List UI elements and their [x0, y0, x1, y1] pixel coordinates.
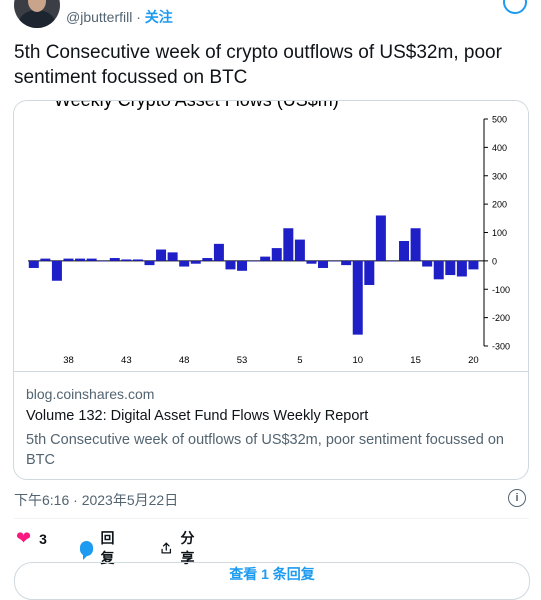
- avatar-face: [28, 0, 46, 12]
- heart-icon: ❤: [16, 528, 32, 548]
- x-tick-label-10: 10: [352, 355, 363, 366]
- bar-18: [237, 260, 248, 271]
- x-tick-label-48: 48: [179, 355, 190, 366]
- bar-11: [156, 249, 167, 261]
- bar-8: [121, 259, 132, 261]
- x-tick-label-53: 53: [237, 355, 248, 366]
- avatar-body: [18, 10, 56, 28]
- bar-17: [225, 260, 236, 270]
- y-tick-label-500: 500: [492, 115, 507, 125]
- bar-6: [98, 260, 109, 262]
- y-tick-label--300: -300: [492, 342, 510, 352]
- separator: ·: [136, 9, 141, 25]
- bar-4: [75, 258, 86, 261]
- bar-19: [248, 260, 259, 262]
- avatar[interactable]: [14, 0, 60, 28]
- bar-2: [51, 260, 62, 281]
- bar-22: [283, 228, 294, 261]
- tweet-text: 5th Consecutive week of crypto outflows …: [14, 42, 502, 88]
- divider: [14, 518, 529, 519]
- y-tick-label-400: 400: [492, 143, 507, 153]
- info-icon[interactable]: i: [508, 489, 526, 507]
- bar-34: [422, 260, 433, 267]
- bar-15: [202, 258, 213, 261]
- bar-12: [167, 252, 178, 261]
- top-action-icon[interactable]: [503, 0, 527, 14]
- bar-16: [213, 243, 224, 261]
- bar-9: [132, 259, 143, 261]
- bar-33: [410, 228, 421, 261]
- card-description: 5th Consecutive week of outflows of US$3…: [26, 432, 504, 468]
- y-tick-label-300: 300: [492, 171, 507, 181]
- bar-21: [271, 248, 282, 261]
- card-title: Volume 132: Digital Asset Fund Flows Wee…: [26, 408, 369, 424]
- chart-title: Weekly Crypto Asset Flows (US$m): [54, 101, 339, 110]
- bar-31: [387, 260, 398, 262]
- bar-24: [306, 260, 317, 264]
- bar-23: [294, 239, 305, 261]
- y-tick-label--200: -200: [492, 313, 510, 323]
- bar-26: [329, 260, 340, 262]
- follow-button[interactable]: 关注: [144, 9, 173, 25]
- bar-20: [260, 256, 271, 261]
- bar-1: [40, 258, 51, 261]
- bar-10: [144, 260, 155, 266]
- y-tick-label-100: 100: [492, 228, 507, 238]
- bar-28: [352, 260, 363, 335]
- flows-chart: Weekly Crypto Asset Flows (US$m) 500 400 30…: [28, 101, 510, 366]
- reply-bubble-icon: [80, 540, 93, 560]
- bar-37: [456, 260, 467, 277]
- bar-5: [86, 258, 97, 261]
- share-icon: [161, 542, 172, 554]
- x-tick-label-20: 20: [468, 355, 479, 366]
- bar-25: [318, 260, 329, 268]
- y-tick-label-0: 0: [492, 256, 497, 266]
- tweet-timestamp[interactable]: 下午6:16 · 2023年5月22日: [14, 492, 179, 508]
- bar-38: [468, 260, 479, 270]
- bar-36: [445, 260, 456, 276]
- card-image: Weekly Crypto Asset Flows (US$m) 500 400 30…: [14, 101, 528, 372]
- x-tick-label-38: 38: [63, 355, 74, 366]
- bar-29: [364, 260, 375, 285]
- like-action[interactable]: ❤ 3: [16, 528, 47, 549]
- bar-7: [109, 258, 120, 261]
- bar-0: [28, 260, 39, 268]
- x-tick-label-5: 5: [297, 355, 302, 366]
- bar-3: [63, 258, 74, 261]
- y-tick-label-200: 200: [492, 200, 507, 210]
- author-row: @jbutterfill · 关注: [66, 7, 173, 27]
- like-count: 3: [39, 530, 47, 547]
- bar-14: [190, 260, 201, 264]
- author-handle[interactable]: @jbutterfill: [66, 9, 133, 25]
- bar-13: [179, 260, 190, 267]
- y-tick-label--100: -100: [492, 285, 510, 295]
- card-domain: blog.coinshares.com: [26, 386, 155, 402]
- bar-30: [375, 215, 386, 261]
- x-tick-label-43: 43: [121, 355, 132, 366]
- x-tick-label-15: 15: [410, 355, 421, 366]
- link-card[interactable]: Weekly Crypto Asset Flows (US$m) 500 400 30…: [13, 100, 529, 480]
- show-more-replies-button[interactable]: 查看 1 条回复: [14, 562, 530, 600]
- bar-32: [399, 241, 410, 261]
- bar-35: [433, 260, 444, 280]
- bar-27: [341, 260, 352, 266]
